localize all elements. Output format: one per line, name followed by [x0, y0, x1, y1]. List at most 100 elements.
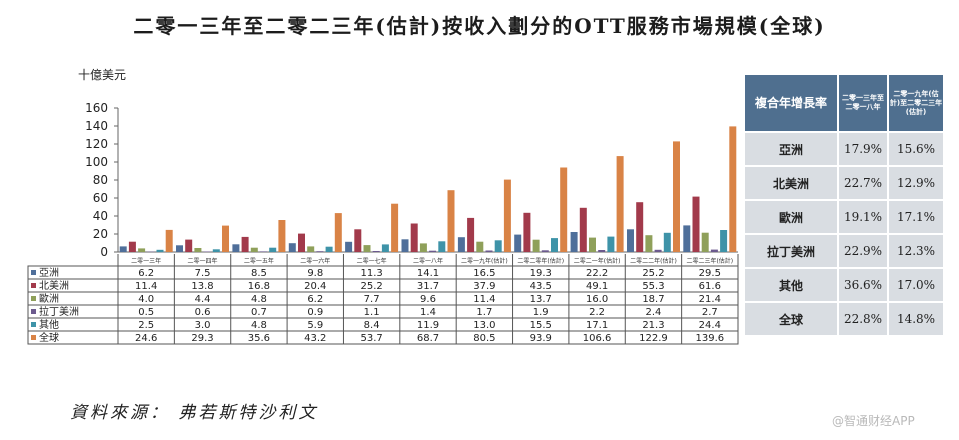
cagr-row: 亞洲 17.9% 15.6%: [743, 131, 945, 167]
table-cell-value: 13.7: [530, 294, 552, 305]
table-cell-value: 43.2: [304, 333, 326, 344]
legend-swatch: [31, 322, 36, 327]
x-category-label: 二零二二年(估計): [630, 257, 677, 265]
table-cell-value: 9.6: [420, 294, 436, 305]
watermark: @智通财经APP: [832, 414, 915, 428]
table-cell-value: 4.4: [195, 294, 211, 305]
bar: [514, 234, 522, 252]
table-cell-value: 122.9: [639, 333, 668, 344]
bar: [438, 241, 446, 252]
bar: [307, 246, 315, 252]
bar: [541, 250, 549, 252]
cagr-row-label: 拉丁美洲: [743, 233, 839, 269]
table-cell-value: 21.4: [699, 294, 721, 305]
cagr-row-label: 全球: [743, 301, 839, 337]
bar: [147, 251, 155, 253]
bar: [128, 241, 136, 252]
x-category-label: 二零一三年: [131, 257, 161, 265]
table-cell-value: 9.8: [307, 268, 323, 279]
bar: [298, 233, 305, 252]
table-cell-value: 0.6: [195, 307, 211, 318]
bar: [316, 251, 324, 252]
x-category-label: 二零二一年(估計): [574, 257, 621, 265]
bar: [391, 203, 399, 252]
chart-title: 二零一三年至二零二三年(估計)按收入劃分的OTT服務市場規模(全球): [133, 14, 826, 38]
cagr-value-period-1: 19.1%: [837, 199, 889, 235]
table-cell-value: 4.8: [251, 294, 267, 305]
cagr-header-period-1: 二零一三年至二零一八年: [837, 73, 889, 133]
y-tick-label: 0: [100, 245, 108, 259]
x-category-label: 二零一九年(估計): [461, 257, 508, 265]
cagr-value-period-2: 14.8%: [887, 301, 945, 337]
table-cell-value: 68.7: [417, 333, 439, 344]
bar: [165, 229, 173, 252]
bar: [203, 251, 211, 252]
table-cell-value: 61.6: [699, 281, 721, 292]
cagr-row: 全球 22.8% 14.8%: [743, 301, 945, 337]
table-cell-value: 20.4: [304, 281, 326, 292]
cagr-value-period-1: 36.6%: [837, 267, 889, 303]
table-cell-value: 5.9: [307, 320, 323, 331]
bar: [645, 235, 653, 252]
y-tick-label: 80: [93, 173, 108, 187]
bar: [345, 241, 353, 252]
y-tick-label: 160: [85, 101, 108, 115]
bar: [476, 241, 484, 252]
bar: [354, 229, 362, 252]
bar: [523, 212, 531, 252]
bar: [598, 250, 606, 252]
cagr-table-body: 亞洲 17.9% 15.6% 北美洲 22.7% 12.9% 歐洲 19.1% 17.1% 拉丁美…: [743, 131, 945, 337]
table-cell-value: 11.3: [361, 268, 383, 279]
bar: [241, 236, 249, 252]
bar: [156, 249, 164, 253]
cagr-value-period-2: 12.9%: [887, 165, 945, 201]
bar: [269, 247, 277, 252]
bar: [485, 250, 493, 252]
bar: [673, 141, 680, 252]
cagr-value-period-2: 17.1%: [887, 199, 945, 235]
cagr-value-period-2: 17.0%: [887, 267, 945, 303]
bar: [532, 239, 540, 252]
cagr-value-period-2: 12.3%: [887, 233, 945, 269]
bar: [325, 246, 333, 252]
y-tick-label: 20: [93, 227, 108, 241]
table-cell-value: 35.6: [248, 333, 270, 344]
bar: [683, 225, 691, 252]
table-cell-value: 15.5: [530, 320, 552, 331]
table-cell-value: 6.2: [307, 294, 323, 305]
table-cell-value: 1.9: [533, 307, 549, 318]
table-cell-value: 21.3: [642, 320, 664, 331]
table-cell-value: 6.2: [138, 268, 154, 279]
bar: [260, 251, 267, 252]
cagr-header-label: 複合年增長率: [743, 73, 839, 133]
bar: [692, 196, 700, 252]
bar: [494, 240, 502, 252]
table-cell-value: 13.8: [191, 281, 213, 292]
chart-data-table: 二零一三年 二零一四年 二零一五年 二零一六年 二零一七年 二零一八年 二零一九年(估計) 二…: [27, 254, 739, 345]
bar: [232, 244, 240, 252]
table-cell-value: 24.6: [135, 333, 157, 344]
table-cell-value: 8.4: [364, 320, 380, 331]
table-cell-value: 14.1: [417, 268, 439, 279]
bar: [119, 246, 127, 252]
bar: [278, 220, 286, 252]
table-cell-value: 1.1: [364, 307, 380, 318]
table-cell-value: 4.8: [251, 320, 267, 331]
bar: [410, 223, 418, 252]
cagr-row-label: 北美洲: [743, 165, 839, 201]
legend-label: 亞洲: [39, 267, 59, 279]
bar: [579, 207, 587, 252]
table-cell-value: 25.2: [361, 281, 383, 292]
table-cell-value: 11.4: [473, 294, 495, 305]
cagr-value-period-1: 22.7%: [837, 165, 889, 201]
bar: [372, 251, 380, 252]
table-cell-value: 106.6: [583, 333, 612, 344]
bar: [288, 243, 296, 252]
source-note: 資料來源： 弗若斯特沙利文: [70, 403, 319, 423]
cagr-value-period-2: 15.6%: [887, 131, 945, 167]
table-cell-value: 2.7: [702, 307, 718, 318]
table-cell-value: 16.8: [248, 281, 270, 292]
cagr-row: 拉丁美洲 22.9% 12.3%: [743, 233, 945, 269]
x-category-label: 二零一四年: [188, 257, 218, 265]
cagr-row-label: 歐洲: [743, 199, 839, 235]
